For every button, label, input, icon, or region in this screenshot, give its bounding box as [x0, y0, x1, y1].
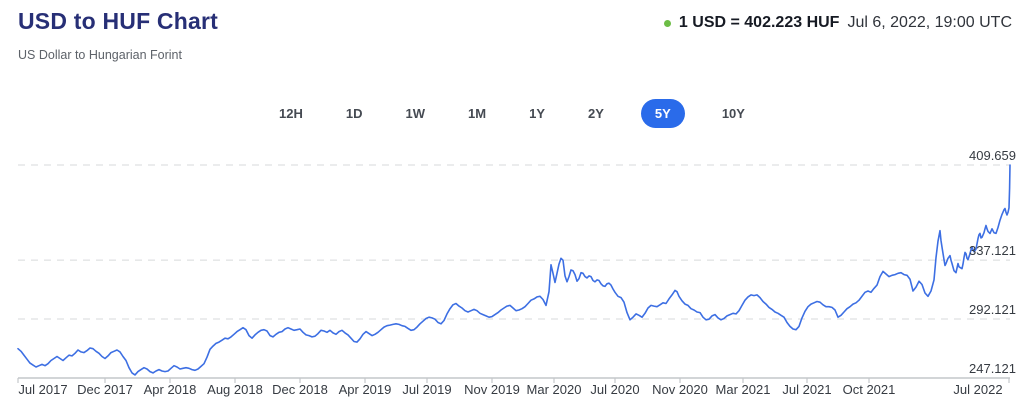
x-axis-label: Nov 2019 [464, 382, 520, 397]
y-axis-label: 247.121 [969, 361, 1016, 376]
x-axis-label: Nov 2020 [652, 382, 708, 397]
y-axis-label: 409.659 [969, 148, 1016, 163]
current-rate-row: 1 USD = 402.223 HUF Jul 6, 2022, 19:00 U… [663, 14, 1012, 32]
x-axis-label: Jul 2017 [18, 382, 68, 397]
x-axis-label: Mar 2021 [715, 382, 771, 397]
current-rate-value: 1 USD = 402.223 HUF [678, 14, 840, 31]
range-button-1m[interactable]: 1M [462, 99, 492, 128]
range-button-10y[interactable]: 10Y [716, 99, 751, 128]
range-button-12h[interactable]: 12H [273, 99, 309, 128]
x-axis-label: Jul 2020 [590, 382, 640, 397]
y-axis-label: 292.121 [969, 302, 1016, 318]
x-axis-label: Oct 2021 [842, 382, 896, 397]
price-line [17, 164, 1011, 376]
x-axis-label: Jul 2019 [402, 382, 452, 397]
x-axis-label: Apr 2018 [143, 382, 197, 397]
x-axis-label: Apr 2019 [338, 382, 392, 397]
range-button-1w[interactable]: 1W [400, 99, 432, 128]
range-button-1d[interactable]: 1D [340, 99, 369, 128]
rate-timestamp: Jul 6, 2022, 19:00 UTC [847, 14, 1012, 31]
x-axis-label: Dec 2017 [77, 382, 133, 397]
x-axis-label: Jul 2022 [953, 382, 1003, 397]
range-buttons: 12H 1D 1W 1M 1Y 2Y 5Y 10Y [0, 98, 1024, 128]
x-axis-label: Dec 2018 [272, 382, 328, 397]
y-axis-label: 337.121 [969, 243, 1016, 259]
page-subtitle: US Dollar to Hungarian Forint [18, 48, 182, 62]
range-button-2y[interactable]: 2Y [582, 99, 610, 128]
live-rate-dot-icon [663, 19, 671, 27]
page-title: USD to HUF Chart [18, 8, 218, 34]
x-axis-label: Aug 2018 [207, 382, 263, 397]
range-button-5y[interactable]: 5Y [640, 98, 685, 128]
x-axis-label: Mar 2020 [526, 382, 582, 397]
range-button-1y[interactable]: 1Y [523, 99, 551, 128]
x-axis-label: Jul 2021 [782, 382, 832, 397]
